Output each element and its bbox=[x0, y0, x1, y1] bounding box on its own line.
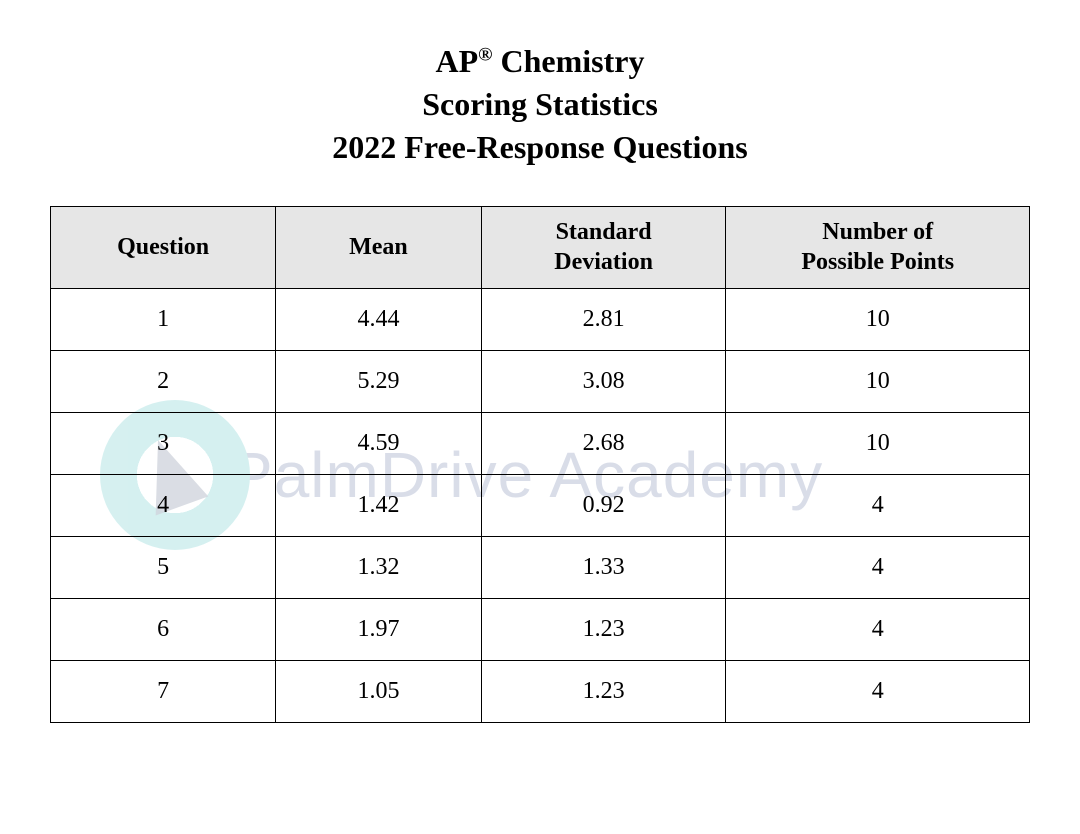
table-cell: 6 bbox=[51, 598, 276, 660]
scoring-statistics-table: Question Mean StandardDeviation Number o… bbox=[50, 206, 1030, 723]
title-line-1: AP® Chemistry bbox=[50, 40, 1030, 83]
table-row: 51.321.334 bbox=[51, 536, 1030, 598]
table-cell: 2.68 bbox=[481, 412, 726, 474]
table-cell: 1 bbox=[51, 288, 276, 350]
table-cell: 1.32 bbox=[276, 536, 482, 598]
table-cell: 0.92 bbox=[481, 474, 726, 536]
col-header-question: Question bbox=[51, 206, 276, 288]
title-post: Chemistry bbox=[493, 43, 645, 79]
table-cell: 4 bbox=[726, 598, 1030, 660]
table-cell: 3 bbox=[51, 412, 276, 474]
table-cell: 1.33 bbox=[481, 536, 726, 598]
table-cell: 5.29 bbox=[276, 350, 482, 412]
table-cell: 1.97 bbox=[276, 598, 482, 660]
table-cell: 3.08 bbox=[481, 350, 726, 412]
title-line-3: 2022 Free-Response Questions bbox=[50, 126, 1030, 169]
table-row: 25.293.0810 bbox=[51, 350, 1030, 412]
table-cell: 1.23 bbox=[481, 598, 726, 660]
table-cell: 2.81 bbox=[481, 288, 726, 350]
table-cell: 2 bbox=[51, 350, 276, 412]
table-cell: 4 bbox=[726, 474, 1030, 536]
table-header-row: Question Mean StandardDeviation Number o… bbox=[51, 206, 1030, 288]
table-row: 14.442.8110 bbox=[51, 288, 1030, 350]
table-row: 41.420.924 bbox=[51, 474, 1030, 536]
table-cell: 4 bbox=[726, 536, 1030, 598]
table-row: 61.971.234 bbox=[51, 598, 1030, 660]
table-body: 14.442.811025.293.081034.592.681041.420.… bbox=[51, 288, 1030, 722]
table-row: 71.051.234 bbox=[51, 660, 1030, 722]
table-cell: 1.42 bbox=[276, 474, 482, 536]
table-cell: 10 bbox=[726, 412, 1030, 474]
table-cell: 4.44 bbox=[276, 288, 482, 350]
table-cell: 4.59 bbox=[276, 412, 482, 474]
table-cell: 10 bbox=[726, 350, 1030, 412]
col-header-mean: Mean bbox=[276, 206, 482, 288]
table-cell: 1.23 bbox=[481, 660, 726, 722]
table-cell: 10 bbox=[726, 288, 1030, 350]
title-line-2: Scoring Statistics bbox=[50, 83, 1030, 126]
table-cell: 7 bbox=[51, 660, 276, 722]
registered-mark: ® bbox=[478, 44, 492, 65]
table-cell: 1.05 bbox=[276, 660, 482, 722]
table-cell: 4 bbox=[51, 474, 276, 536]
title-block: AP® Chemistry Scoring Statistics 2022 Fr… bbox=[50, 40, 1030, 170]
table-cell: 4 bbox=[726, 660, 1030, 722]
table-cell: 5 bbox=[51, 536, 276, 598]
col-header-stddev: StandardDeviation bbox=[481, 206, 726, 288]
title-pre: AP bbox=[436, 43, 479, 79]
col-header-points: Number ofPossible Points bbox=[726, 206, 1030, 288]
table-row: 34.592.6810 bbox=[51, 412, 1030, 474]
